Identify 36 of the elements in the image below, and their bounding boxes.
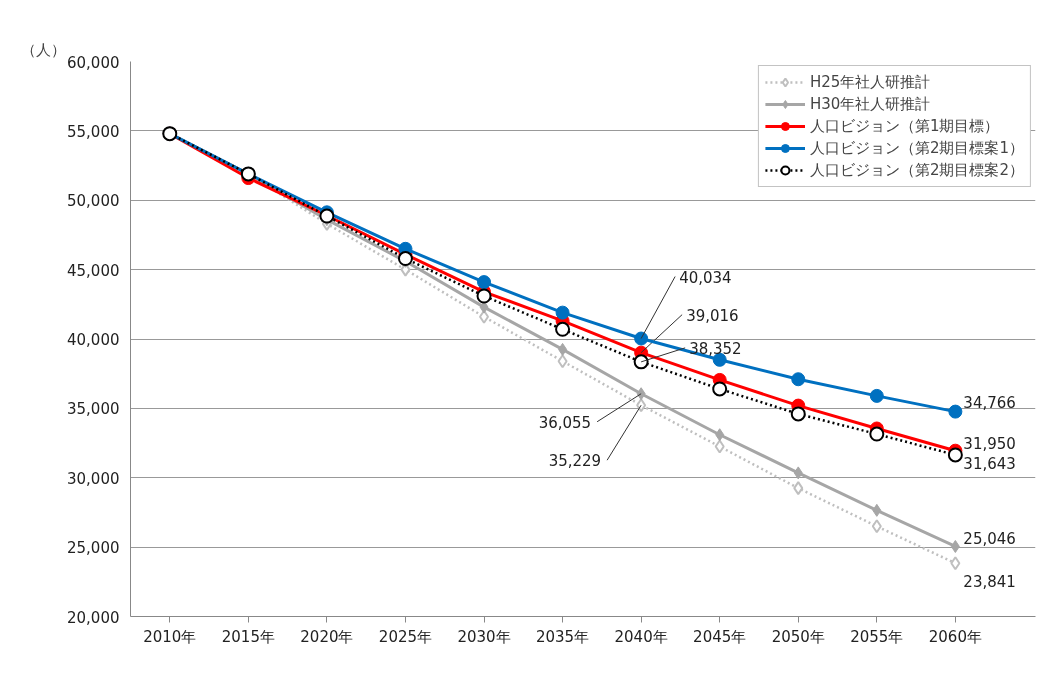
x-tick-label: 2030年 <box>457 627 511 646</box>
y-tick-label: 35,000 <box>67 400 120 419</box>
legend-label: H25年社人研推計 <box>809 72 931 92</box>
data-label: 31,643 <box>963 454 1016 473</box>
x-tick-label: 2060年 <box>928 627 982 646</box>
y-tick-label: 55,000 <box>67 122 120 141</box>
data-label: 25,046 <box>963 530 1016 549</box>
x-tick-label: 2050年 <box>771 627 825 646</box>
y-tick-label: 40,000 <box>67 331 120 349</box>
y-tick-label: 20,000 <box>67 608 120 627</box>
data-label: 23,841 <box>963 573 1016 592</box>
x-tick-label: 2015年 <box>221 627 275 646</box>
y-tick-label: 60,000 <box>67 53 120 72</box>
x-tick-label: 2010年 <box>143 627 197 646</box>
y-tick-label: 30,000 <box>67 469 120 488</box>
data-label: 34,766 <box>963 393 1016 412</box>
y-tick-label: 25,000 <box>67 539 120 558</box>
x-tick-label: 2055年 <box>850 627 904 646</box>
x-tick-label: 2045年 <box>693 627 747 646</box>
legend-label: 人口ビジョン（第2期目標案1） <box>809 138 1024 158</box>
legend-label: 人口ビジョン（第2期目標案2） <box>809 160 1024 180</box>
legend-label: H30年社人研推計 <box>809 94 931 114</box>
y-tick-label: 50,000 <box>67 192 120 211</box>
data-label: 39,016 <box>686 306 739 325</box>
data-label: 36,055 <box>538 413 592 432</box>
x-tick-label: 2020年 <box>300 627 354 646</box>
y-tick-label: 45,000 <box>67 261 120 280</box>
data-label: 35,229 <box>548 452 602 471</box>
x-tick-label: 2040年 <box>614 627 668 646</box>
data-label: 38,352 <box>689 339 742 358</box>
x-tick-label: 2025年 <box>378 627 433 646</box>
y-axis-title: （人） <box>20 40 66 59</box>
legend-label: 人口ビジョン（第1期目標） <box>809 116 1000 136</box>
data-label: 40,034 <box>679 268 732 287</box>
data-label: 31,950 <box>963 434 1016 453</box>
x-tick-label: 2035年 <box>535 627 590 646</box>
